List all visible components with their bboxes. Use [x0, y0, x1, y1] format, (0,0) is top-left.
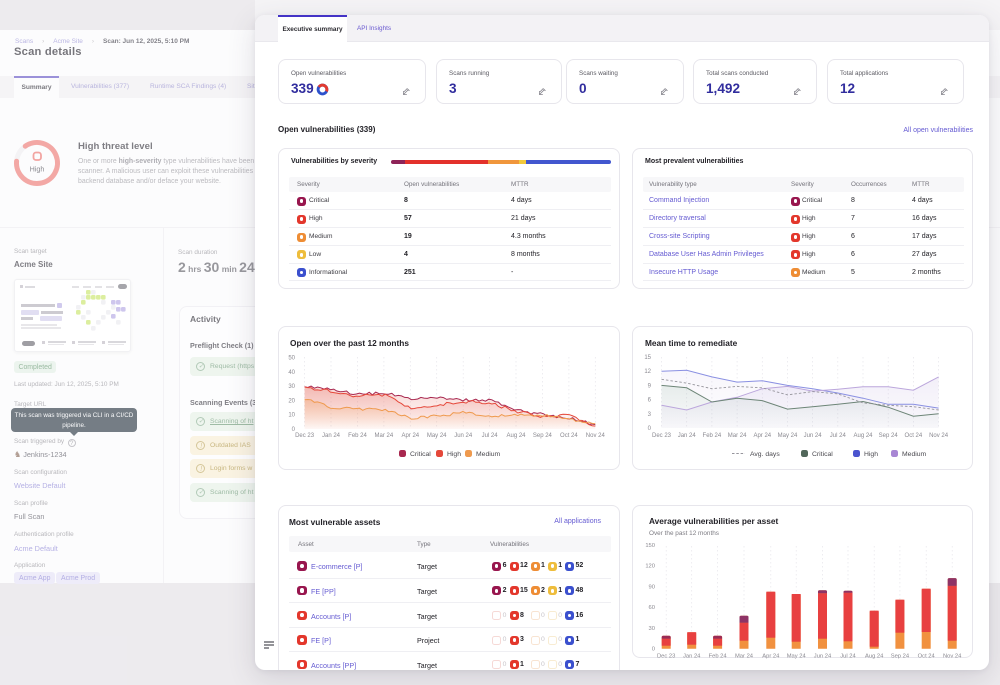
- svg-text:Oct 24: Oct 24: [905, 433, 923, 439]
- svg-text:May 24: May 24: [427, 433, 447, 439]
- svg-text:Nov 24: Nov 24: [586, 433, 606, 439]
- svg-text:Apr 24: Apr 24: [753, 433, 771, 439]
- svg-text:Sep 24: Sep 24: [533, 433, 553, 439]
- svg-text:Sep 24: Sep 24: [891, 654, 910, 660]
- svg-text:Dec 23: Dec 23: [652, 433, 672, 439]
- svg-text:30: 30: [649, 626, 655, 632]
- svg-text:Feb 24: Feb 24: [709, 654, 728, 660]
- svg-text:Avg. days: Avg. days: [750, 451, 780, 458]
- svg-text:Mar 24: Mar 24: [728, 433, 747, 439]
- svg-text:May 24: May 24: [787, 654, 807, 660]
- svg-text:Jan 24: Jan 24: [683, 654, 701, 660]
- svg-text:Apr 24: Apr 24: [762, 654, 780, 660]
- svg-text:Mar 24: Mar 24: [375, 433, 394, 439]
- svg-text:Mar 24: Mar 24: [735, 654, 754, 660]
- svg-text:High: High: [30, 165, 45, 174]
- svg-text:High: High: [447, 451, 461, 458]
- svg-text:Sep 24: Sep 24: [879, 433, 899, 439]
- svg-text:Jun 24: Jun 24: [804, 433, 823, 439]
- svg-text:Feb 24: Feb 24: [348, 433, 367, 439]
- svg-text:Jul 24: Jul 24: [482, 433, 499, 439]
- svg-text:Jul 24: Jul 24: [830, 433, 847, 439]
- svg-text:20: 20: [288, 398, 295, 404]
- svg-text:Aug 24: Aug 24: [853, 433, 873, 439]
- svg-text:Aug 24: Aug 24: [865, 654, 884, 660]
- svg-text:40: 40: [288, 370, 295, 376]
- svg-text:Nov 24: Nov 24: [929, 433, 949, 439]
- svg-text:High: High: [864, 451, 878, 458]
- svg-text:Medium: Medium: [902, 451, 927, 458]
- svg-text:Dec 23: Dec 23: [295, 433, 315, 439]
- svg-text:150: 150: [645, 543, 655, 549]
- svg-text:9: 9: [648, 383, 652, 389]
- svg-text:Jan 24: Jan 24: [322, 433, 341, 439]
- svg-text:Oct 24: Oct 24: [918, 654, 936, 660]
- svg-text:Apr 24: Apr 24: [401, 433, 419, 439]
- svg-text:60: 60: [649, 605, 655, 611]
- svg-text:Jan 24: Jan 24: [678, 433, 697, 439]
- svg-text:Dec 23: Dec 23: [657, 654, 675, 660]
- svg-text:12: 12: [644, 369, 651, 375]
- svg-text:Feb 24: Feb 24: [703, 433, 722, 439]
- svg-text:Jul 24: Jul 24: [840, 654, 856, 660]
- svg-text:15: 15: [644, 355, 651, 361]
- svg-text:6: 6: [648, 398, 652, 404]
- svg-text:Critical: Critical: [812, 451, 833, 458]
- svg-text:0: 0: [292, 427, 296, 433]
- svg-text:3: 3: [648, 412, 652, 418]
- svg-text:30: 30: [288, 384, 295, 390]
- svg-text:0: 0: [648, 426, 652, 432]
- svg-text:Jun 24: Jun 24: [454, 433, 473, 439]
- svg-text:90: 90: [649, 584, 655, 590]
- svg-text:50: 50: [288, 356, 295, 362]
- svg-text:10: 10: [288, 413, 295, 419]
- svg-text:Aug 24: Aug 24: [506, 433, 526, 439]
- svg-text:Oct 24: Oct 24: [560, 433, 578, 439]
- svg-text:120: 120: [645, 564, 655, 570]
- svg-text:May 24: May 24: [778, 433, 798, 439]
- svg-text:Nov 24: Nov 24: [943, 654, 962, 660]
- svg-text:0: 0: [652, 647, 655, 653]
- svg-text:Jun 24: Jun 24: [814, 654, 832, 660]
- svg-text:Critical: Critical: [410, 451, 431, 458]
- svg-text:Medium: Medium: [476, 451, 501, 458]
